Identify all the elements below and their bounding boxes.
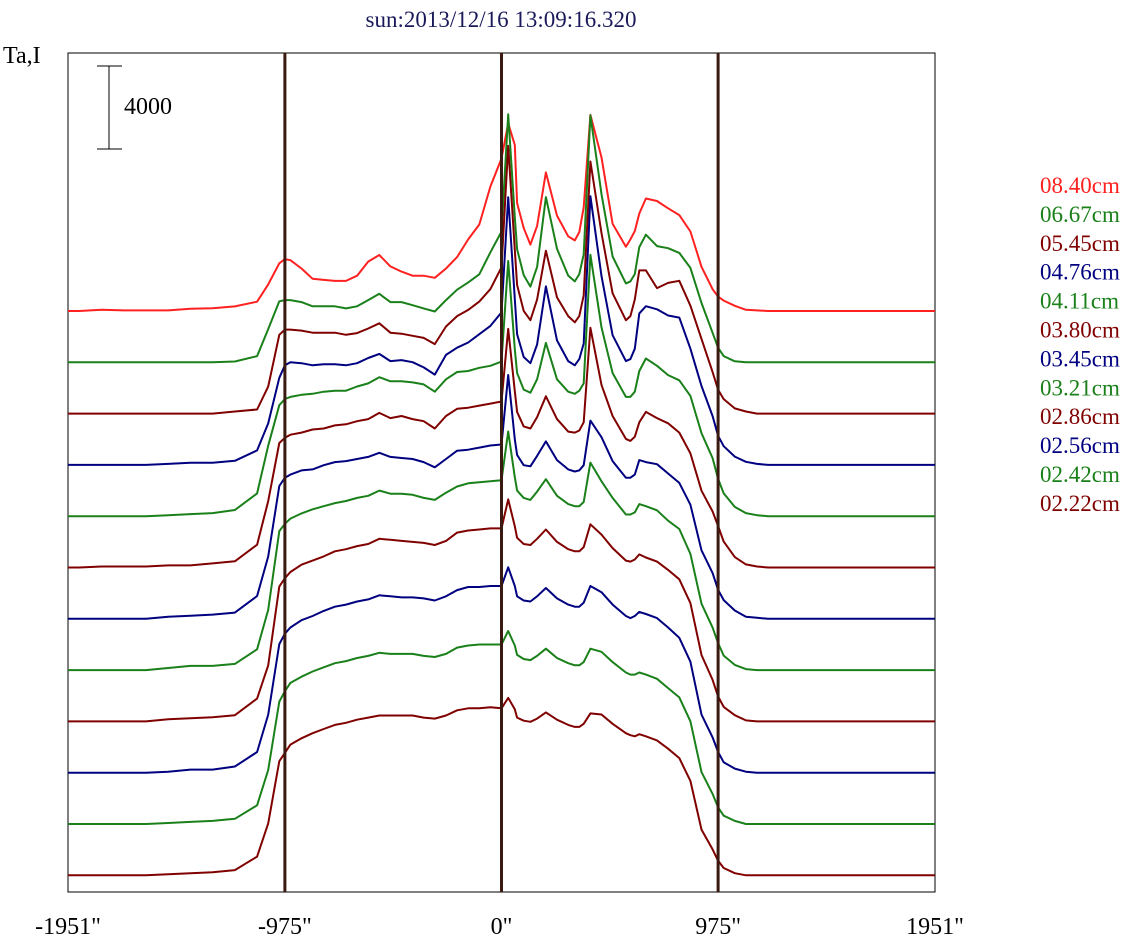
legend-entry: 03.21cm [1040, 375, 1120, 400]
legend-entry: 02.86cm [1040, 404, 1120, 429]
legend-entry: 02.56cm [1040, 433, 1120, 458]
y-axis-label: Ta,I [3, 43, 41, 69]
x-tick-label: -975" [258, 914, 312, 940]
legend-entry: 06.67cm [1040, 202, 1120, 227]
x-tick-label: 1951" [906, 914, 964, 940]
x-tick-label: 975" [695, 914, 741, 940]
chart-title: sun:2013/12/16 13:09:16.320 [366, 7, 637, 32]
legend-entry: 03.45cm [1040, 346, 1120, 371]
legend-entry: 05.45cm [1040, 231, 1120, 256]
legend-entry: 02.42cm [1040, 462, 1120, 487]
legend-entry: 03.80cm [1040, 318, 1120, 343]
legend-entry: 04.11cm [1040, 289, 1119, 314]
x-tick-label: -1951" [35, 914, 101, 940]
legend-entry: 02.22cm [1040, 491, 1120, 516]
x-tick-label: 0" [491, 914, 513, 940]
legend-entry: 04.76cm [1040, 260, 1120, 285]
vertical-lines [283, 53, 720, 892]
legend-entry: 08.40cm [1040, 173, 1120, 198]
scale-bar-label: 4000 [124, 94, 172, 120]
scale-bar: 4000 [97, 65, 172, 150]
legend: 08.40cm 06.67cm 05.45cm 04.76cm 04.11cm 03.80… [1040, 173, 1120, 516]
x-tick-labels: -1951" -975" 0" 975" 1951" [35, 914, 964, 940]
